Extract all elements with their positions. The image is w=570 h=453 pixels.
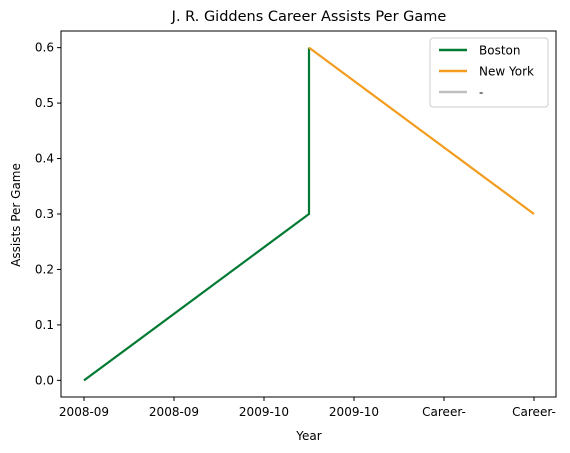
chart-title: J. R. Giddens Career Assists Per Game: [171, 9, 447, 25]
y-tick-label-4: 0.4: [35, 152, 54, 166]
y-tick-label-2: 0.2: [35, 262, 54, 276]
x-tick-label-0: 2008-09: [59, 405, 109, 419]
legend-label-0: Boston: [479, 44, 520, 58]
x-tick-label-2: 2009-10: [239, 405, 289, 419]
legend-label-1: New York: [479, 65, 534, 79]
y-tick-label-0: 0.0: [35, 373, 54, 387]
x-tick-label-1: 2008-09: [149, 405, 199, 419]
x-axis-label: Year: [295, 429, 321, 443]
y-axis-label: Assists Per Game: [9, 163, 23, 267]
legend-label-2: -: [479, 86, 483, 100]
legend: Boston New York -: [430, 38, 548, 107]
y-tick-label-3: 0.3: [35, 207, 54, 221]
y-tick-label-6: 0.6: [35, 41, 54, 55]
x-tick-label-5: Career-: [512, 405, 556, 419]
x-tick-label-3: 2009-10: [329, 405, 379, 419]
x-tick-label-4: Career-: [422, 405, 466, 419]
series-line-0: [84, 48, 309, 381]
y-tick-label-5: 0.5: [35, 96, 54, 110]
y-tick-label-1: 0.1: [35, 318, 54, 332]
